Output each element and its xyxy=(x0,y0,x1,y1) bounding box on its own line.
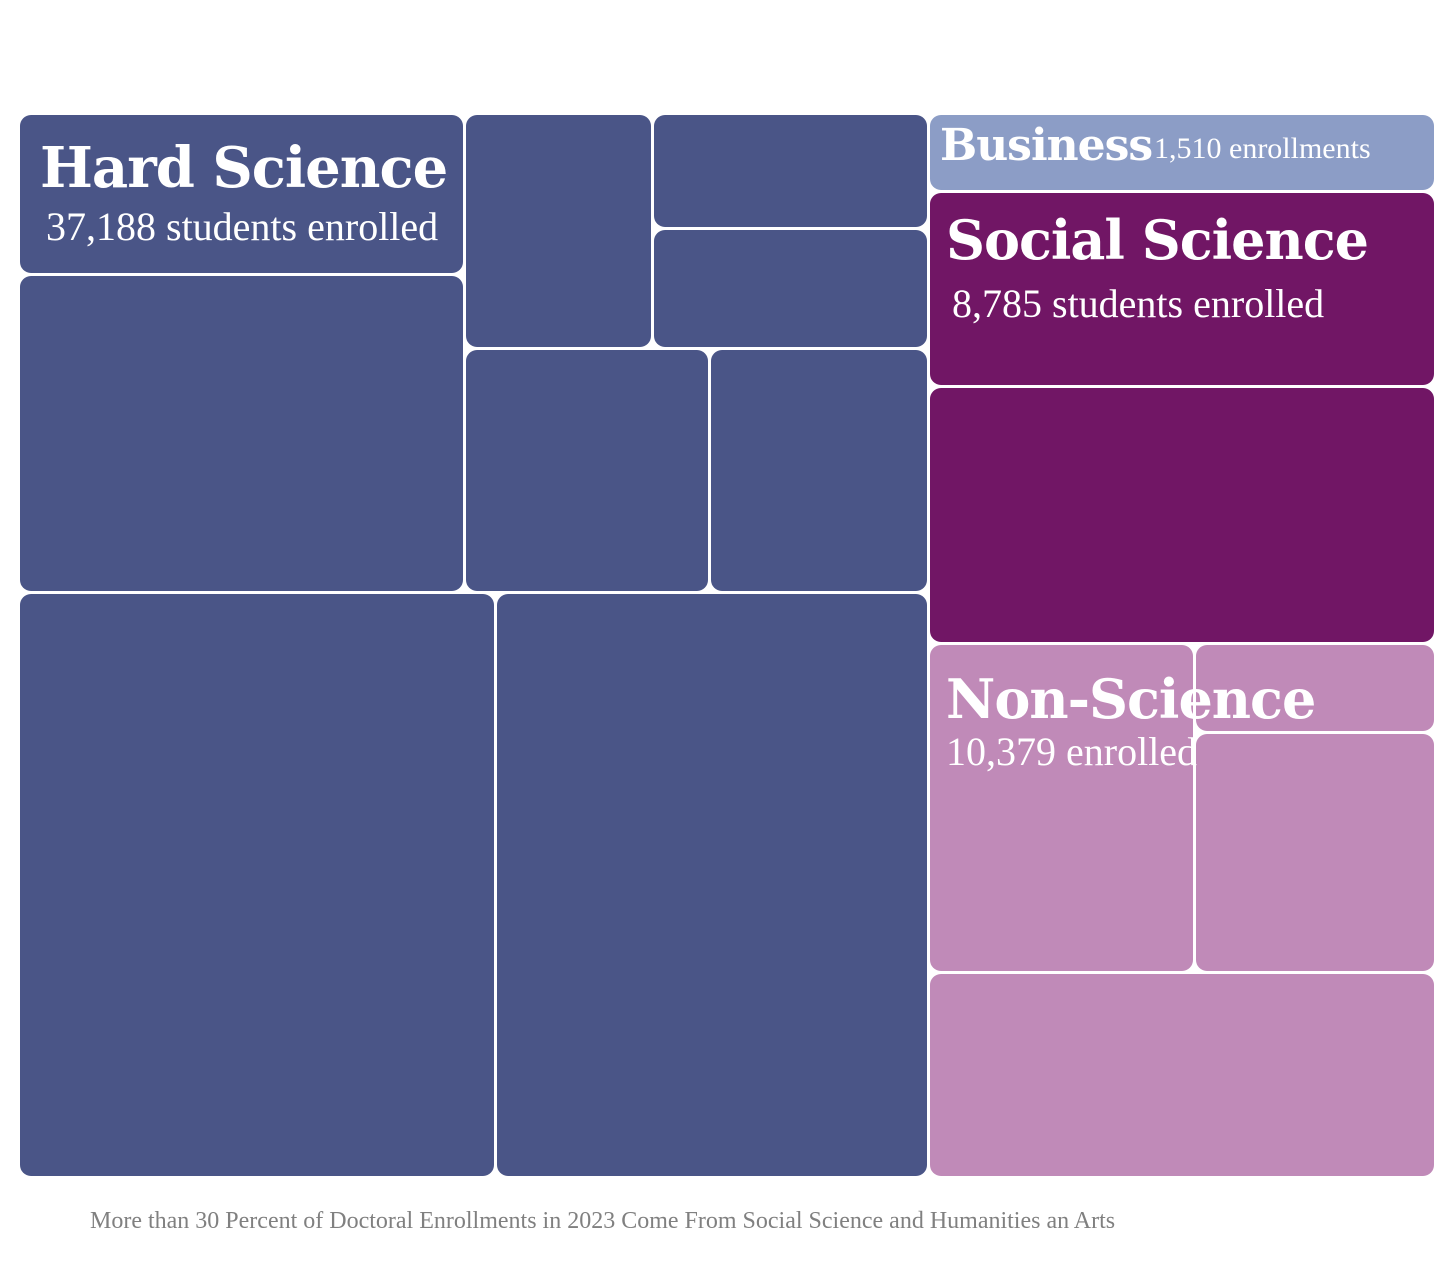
tile-hard-science-5 xyxy=(654,230,927,347)
social-science-value: 8,785 students enrolled xyxy=(952,281,1325,326)
tile-business xyxy=(930,115,1434,190)
tile-hard-science-1 xyxy=(20,115,463,273)
tile-social-science-1 xyxy=(930,193,1434,385)
tile-hard-science-6 xyxy=(466,350,708,591)
tile-hard-science-7 xyxy=(711,350,927,591)
non-science-label: Non-Science xyxy=(946,667,1316,731)
hard-science-label: Hard Science xyxy=(40,135,448,201)
chart-caption: More than 30 Percent of Doctoral Enrollm… xyxy=(90,1208,1116,1234)
tile-hard-science-4 xyxy=(654,115,927,227)
non-science-value: 10,379 enrolled xyxy=(946,729,1198,774)
business-label: Business xyxy=(940,120,1153,171)
tile-hard-science-8 xyxy=(20,594,494,1176)
tile-social-science-2 xyxy=(930,388,1434,642)
tile-hard-science-2 xyxy=(20,276,463,591)
tile-non-science-4 xyxy=(930,974,1434,1176)
social-science-label: Social Science xyxy=(946,208,1369,272)
tile-hard-science-9 xyxy=(497,594,927,1176)
tile-non-science-2 xyxy=(1196,645,1434,731)
tile-non-science-1 xyxy=(930,645,1193,971)
hard-science-value: 37,188 students enrolled xyxy=(46,204,439,249)
business-value: 1,510 enrollments xyxy=(1154,132,1371,165)
tile-hard-science-3 xyxy=(466,115,651,347)
tile-non-science-3 xyxy=(1196,734,1434,971)
